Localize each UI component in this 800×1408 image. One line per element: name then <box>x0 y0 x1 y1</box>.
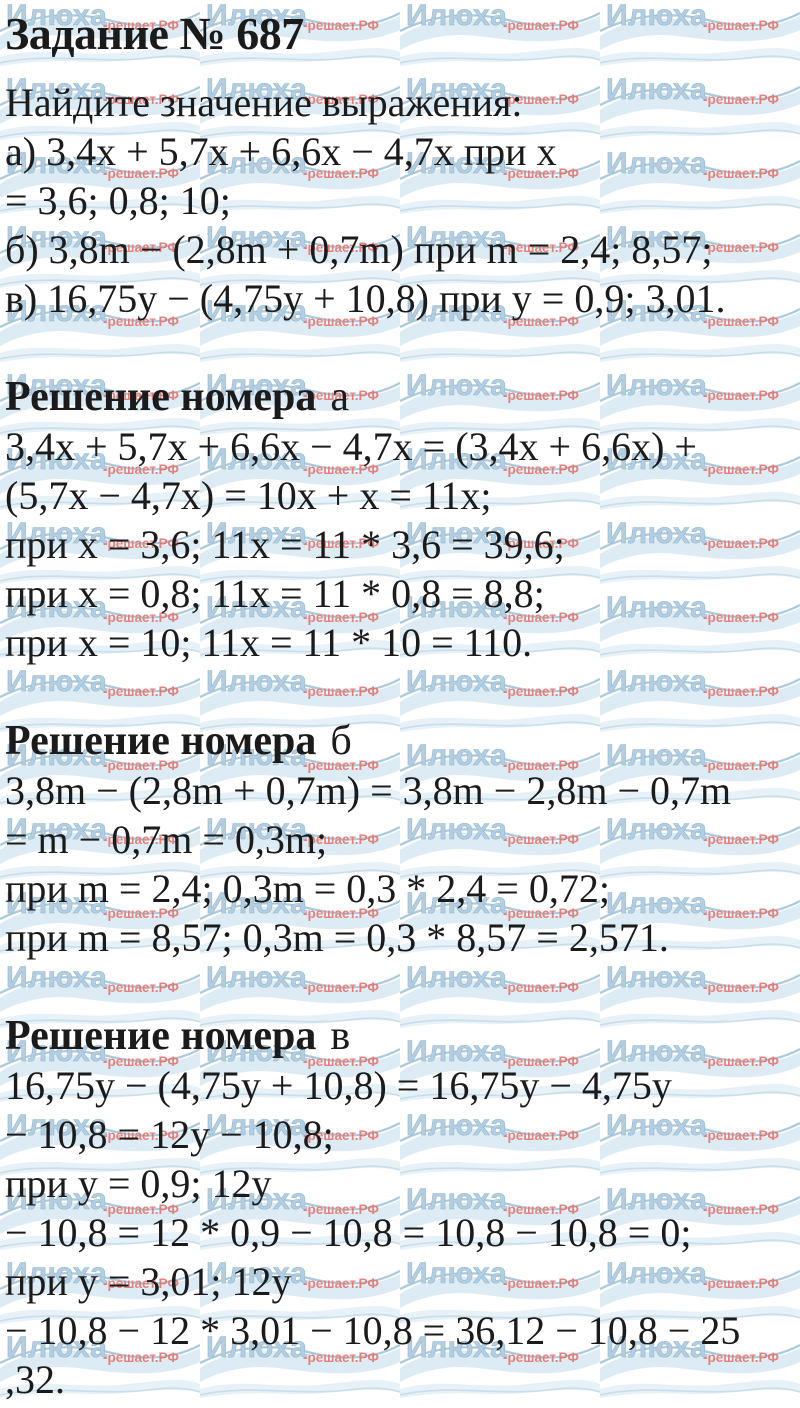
heading-label: Решение номера <box>5 718 317 764</box>
solution-a: Решение номера а 3,4x + 5,7x + 6,6x − 4,7… <box>5 373 796 667</box>
solution-v: Решение номера в 16,75y − (4,75y + 10,8) … <box>5 1012 796 1404</box>
text-line: 3,8m − (2,8m + 0,7m) = 3,8m − 2,8m − 0,7… <box>5 768 732 813</box>
heading-label: Решение номера <box>5 1013 317 1059</box>
text-line: 16,75y − (4,75y + 10,8) = 16,75y − 4,75y <box>5 1063 672 1108</box>
heading-letter: б <box>330 718 352 764</box>
task-title: Задание № 687 <box>5 8 304 59</box>
text-line: при y = 0,9; 12y <box>5 1161 272 1206</box>
text-line: при x = 3,6; 11x = 11 * 3,6 = 39,6; <box>5 522 565 567</box>
text-line: в) 16,75y − (4,75y + 10,8) при y = 0,9; … <box>5 276 726 321</box>
text-line: (5,7x − 4,7x) = 10x + x = 11x; <box>5 473 492 518</box>
heading-label: Решение номера <box>5 374 317 420</box>
text-line: при x = 10; 11x = 11 * 10 = 110. <box>5 620 533 665</box>
text-line: при y = 3,01; 12y <box>5 1259 292 1304</box>
text-line: ,32. <box>5 1357 65 1402</box>
solution-b: Решение номера б 3,8m − (2,8m + 0,7m) = 3… <box>5 717 796 962</box>
text-line: = 3,6; 0,8; 10; <box>5 178 231 223</box>
text-line: при m = 8,57; 0,3m = 0,3 * 8,57 = 2,571. <box>5 915 669 960</box>
text-line: при m = 2,4; 0,3m = 0,3 * 2,4 = 0,72; <box>5 866 610 911</box>
solution-v-heading: Решение номера в <box>5 1012 796 1061</box>
heading-letter: в <box>330 1013 351 1059</box>
text-line: 3,4x + 5,7x + 6,6x − 4,7x = (3,4x + 6,6x… <box>5 424 697 469</box>
text-line: − 10,8 = 12 * 0,9 − 10,8 = 10,8 − 10,8 =… <box>5 1210 692 1255</box>
text-line: − 10,8 = 12y − 10,8; <box>5 1112 334 1157</box>
text-line: при x = 0,8; 11x = 11 * 0,8 = 8,8; <box>5 571 545 616</box>
solution-b-heading: Решение номера б <box>5 717 796 766</box>
problem-intro-line: Найдите значение выражения: <box>5 80 523 125</box>
text-line: а) 3,4x + 5,7x + 6,6x − 4,7x при x <box>5 129 557 174</box>
text-line: = m − 0,7m = 0,3m; <box>5 817 328 862</box>
text-line: − 10,8 − 12 * 3,01 − 10,8 = 36,12 − 10,8… <box>5 1308 741 1353</box>
heading-letter: а <box>330 374 350 420</box>
solution-a-heading: Решение номера а <box>5 373 796 422</box>
problem-statement: Найдите значение выражения: а) 3,4x + 5,… <box>5 78 796 323</box>
text-line: б) 3,8m − (2,8m + 0,7m) при m = 2,4; 8,5… <box>5 227 713 272</box>
